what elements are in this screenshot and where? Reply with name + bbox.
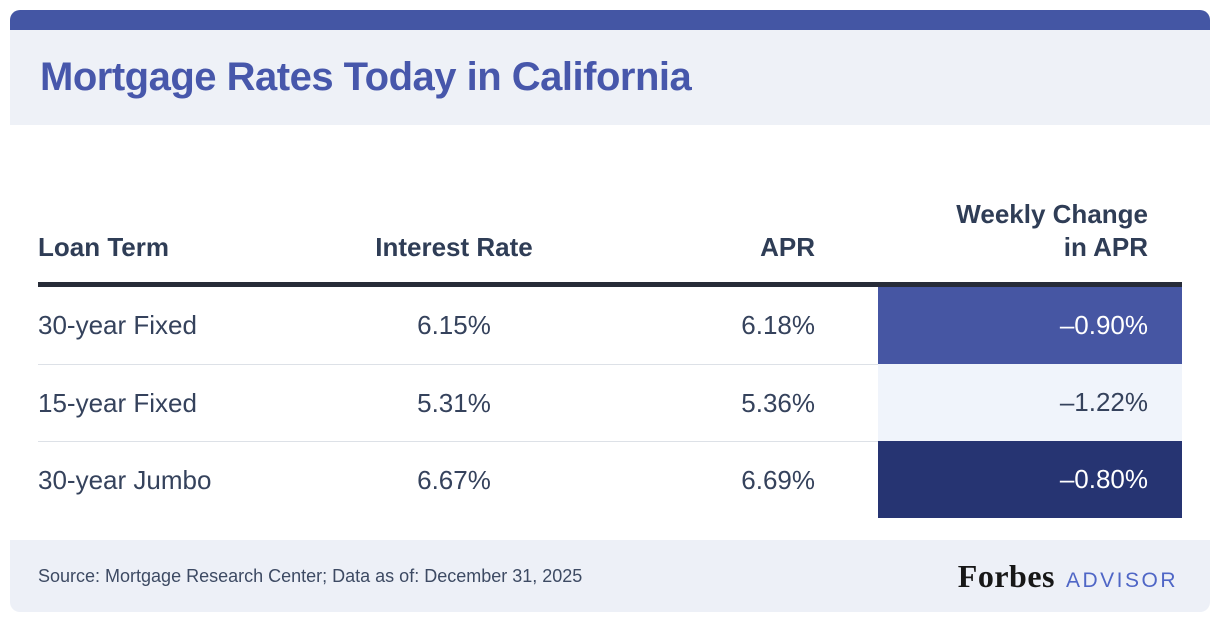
header-loan-term: Loan Term [38,231,169,262]
cell-loan-term: 30-year Fixed [38,310,197,340]
cell-loan-term: 15-year Fixed [38,364,288,441]
cell-interest-rate: 6.15% [417,310,491,340]
table-row: 15-year Fixed 5.31% 5.36% –1.22% [38,364,1182,441]
title-band: Mortgage Rates Today in California [10,30,1210,125]
source-text: Source: Mortgage Research Center; Data a… [38,565,583,586]
cell-loan-term: 30-year Jumbo [38,441,288,518]
table-header-row: Loan Term Interest Rate APR Weekly Chang… [38,198,1182,287]
rates-card: Mortgage Rates Today in California Loan … [10,10,1210,612]
header-apr: APR [760,231,815,262]
cell-apr: 6.18% [741,310,815,340]
header-weekly-change: Weekly Change in APR [878,198,1182,263]
cell-weekly-change: –1.22% [878,364,1182,441]
table-section: Loan Term Interest Rate APR Weekly Chang… [10,125,1210,540]
header-weekly-change-line1: Weekly Change [956,199,1148,229]
top-accent-bar [10,10,1210,30]
forbes-wordmark: Forbes [957,557,1055,594]
header-weekly-change-line2: in APR [1063,231,1148,262]
cell-weekly-change: –0.80% [878,441,1182,518]
header-interest-rate: Interest Rate [375,231,533,262]
cell-apr: 6.69% [620,441,878,518]
table-row: 30-year Jumbo 6.67% 6.69% –0.80% [38,441,1182,518]
advisor-label: ADVISOR [1065,568,1178,592]
footer-band: Source: Mortgage Research Center; Data a… [10,540,1210,612]
rates-table: Loan Term Interest Rate APR Weekly Chang… [38,198,1182,518]
table-row: 30-year Fixed 6.15% 6.18% –0.90% [38,287,1182,364]
cell-apr: 5.36% [620,364,878,441]
cell-weekly-change: –0.90% [878,287,1182,364]
page-title: Mortgage Rates Today in California [40,55,692,99]
forbes-advisor-logo: Forbes ADVISOR [958,558,1178,595]
cell-interest-rate: 6.67% [288,441,620,518]
cell-interest-rate: 5.31% [288,364,620,441]
